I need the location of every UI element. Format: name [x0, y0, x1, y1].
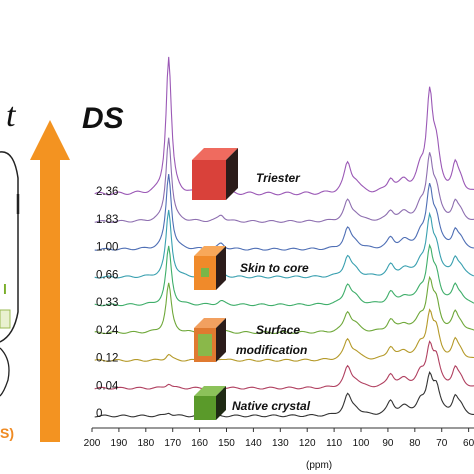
spectrum-line-ds-1-83	[94, 137, 474, 223]
ds-value-label: 0	[96, 408, 102, 420]
ds-header: DS	[82, 102, 124, 135]
spectrum-line-ds-0-04	[94, 340, 474, 390]
x-tick-label: 130	[272, 438, 289, 449]
x-tick-label: 140	[245, 438, 262, 449]
spectrum-line-ds-1-00	[94, 174, 474, 251]
x-tick-label: 60	[463, 438, 474, 449]
spectra-group	[94, 56, 474, 418]
cube-surface-modification	[194, 318, 226, 362]
cube-skin-to-core	[194, 246, 226, 290]
x-tick-label: 80	[409, 438, 421, 449]
x-tick-label: 90	[382, 438, 394, 449]
ds-value-label: 0.04	[96, 380, 119, 392]
spectrum-line-ds-0-33	[94, 243, 474, 307]
left-fragment-l: l	[3, 281, 7, 297]
spectrum-line-ds-0	[94, 371, 474, 418]
x-tick-label: 180	[137, 438, 154, 449]
x-tick-label: 160	[191, 438, 208, 449]
x-ticks: 200 190 180 170 160 150 140 130 120 110 100 90 80 70 6…	[84, 428, 474, 449]
x-tick-label: 200	[84, 438, 101, 449]
spectrum-line-ds-0-12	[94, 308, 474, 362]
ds-value-label: 0.66	[96, 269, 118, 281]
apparatus-drawing: l S)	[0, 151, 20, 441]
x-tick-label: 190	[111, 438, 128, 449]
x-tick-label: 170	[164, 438, 181, 449]
cube-triester	[192, 148, 238, 200]
label-surface: Surface	[256, 323, 300, 337]
label-triester: Triester	[256, 171, 301, 185]
x-tick-label: 110	[326, 438, 342, 449]
ds-value-label: 2.36	[96, 186, 118, 198]
label-modification: modification	[236, 343, 307, 357]
x-tick-label: 150	[218, 438, 235, 449]
x-tick-label: 100	[353, 438, 370, 449]
label-skin-to-core: Skin to core	[240, 261, 309, 275]
x-axis-label: (ppm)	[306, 460, 332, 471]
ds-value-label: 1.00	[96, 242, 118, 254]
time-header: t	[6, 97, 17, 134]
left-fragment-s: S)	[0, 425, 14, 441]
ds-labels: 2.36 1.83 1.00 0.66 0.33 0.24 0.12 0.04 0	[96, 186, 119, 420]
spectrum-line-ds-0-66	[94, 209, 474, 279]
ds-value-label: 0.12	[96, 353, 118, 365]
cube-native-crystal	[194, 386, 226, 420]
label-native-crystal: Native crystal	[232, 399, 311, 413]
ds-value-label: 0.33	[96, 297, 118, 309]
ds-value-label: 0.24	[96, 325, 119, 337]
x-tick-label: 120	[299, 438, 316, 449]
spectrum-line-ds-0-24	[94, 275, 474, 335]
spectrum-line-ds-2-36	[94, 56, 474, 196]
x-tick-label: 70	[436, 438, 448, 449]
increasing-arrow	[30, 120, 70, 442]
ds-value-label: 1.83	[96, 214, 118, 226]
